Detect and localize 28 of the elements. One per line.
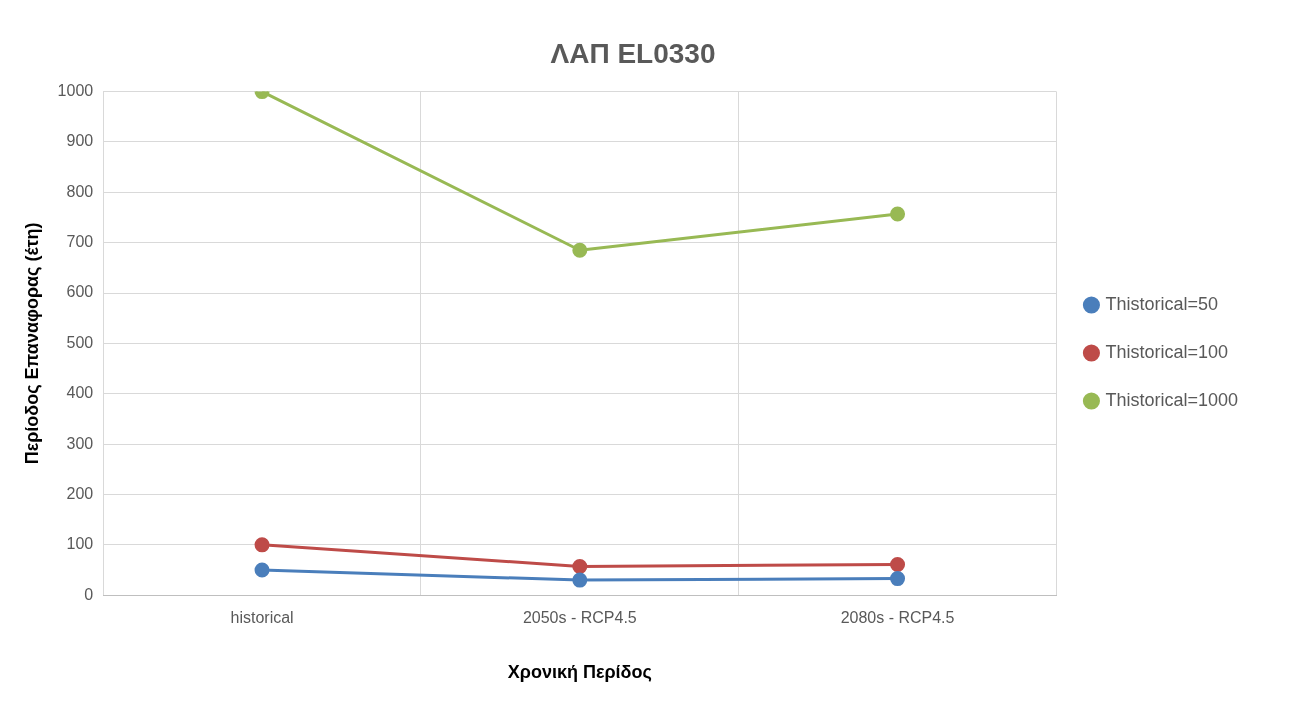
x-axis-title: Χρονική Περίδος — [507, 662, 652, 683]
y-tick-label: 300 — [66, 434, 94, 452]
point — [890, 206, 906, 222]
y-tick-label: 400 — [66, 384, 94, 402]
y-tick-label: 900 — [66, 132, 94, 150]
point — [572, 242, 588, 258]
point — [890, 571, 906, 587]
y-tick-label: 100 — [66, 535, 94, 553]
y-tick-label: 600 — [66, 283, 94, 301]
x-tick-label: 2080s - RCP4.5 — [840, 609, 955, 627]
point — [572, 572, 588, 588]
y-tick-label: 200 — [66, 484, 94, 502]
legend-label: Thistorical=50 — [1105, 293, 1218, 314]
point — [890, 556, 906, 572]
point — [572, 559, 588, 574]
y-tick-label: 1000 — [57, 82, 94, 100]
y-tick-label: 700 — [66, 233, 94, 251]
legend-label: Thistorical=100 — [1105, 341, 1228, 362]
point — [254, 562, 270, 578]
x-tick-label: historical — [230, 609, 294, 627]
y-tick-label: 800 — [66, 182, 94, 200]
y-axis-title: Περίοδος Επαναφορας (έτη) — [21, 222, 42, 465]
legend-label: Thistorical=1000 — [1105, 389, 1238, 410]
chart-title: ΛΑΠ EL0330 — [550, 37, 716, 69]
y-tick-label: 500 — [66, 333, 94, 351]
x-tick-label: 2050s - RCP4.5 — [522, 609, 637, 627]
point — [254, 537, 270, 553]
y-tick-label: 0 — [84, 585, 94, 603]
